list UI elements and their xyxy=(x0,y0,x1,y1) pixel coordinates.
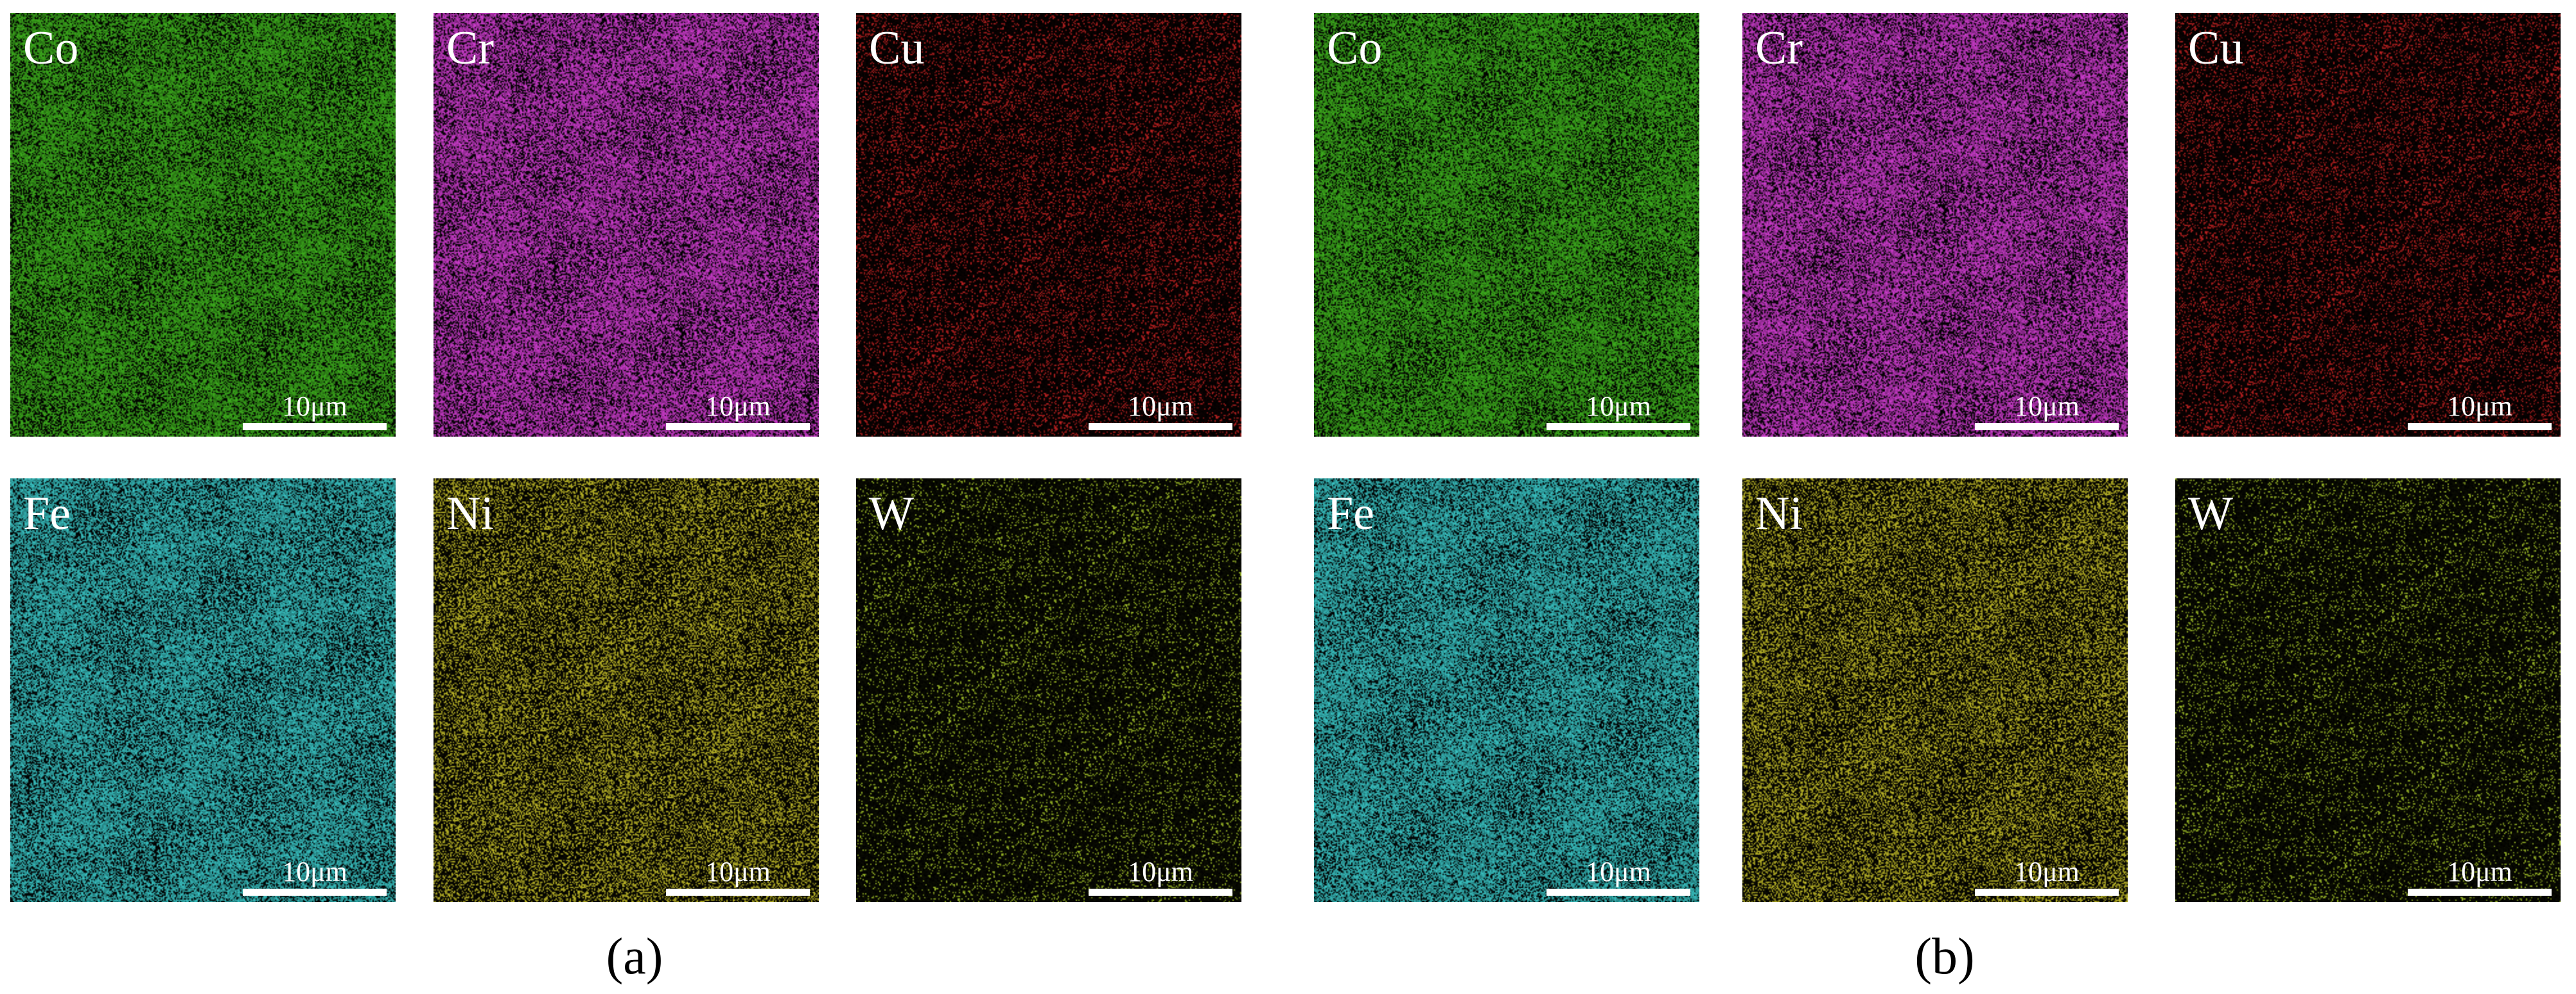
scale-bar: 10μm xyxy=(1089,858,1232,896)
scale-bar-line xyxy=(243,889,387,896)
map-a-fe: Fe 10μm xyxy=(10,478,396,902)
scale-bar-text: 10μm xyxy=(2014,390,2080,422)
scale-bar-text: 10μm xyxy=(2447,856,2512,887)
map-a-w: W 10μm xyxy=(856,478,1241,902)
scale-bar-text: 10μm xyxy=(705,390,771,422)
scale-bar: 10μm xyxy=(666,392,810,430)
map-b-cu: Cu 10μm xyxy=(2175,13,2561,437)
scale-bar: 10μm xyxy=(243,392,387,430)
scale-bar-text: 10μm xyxy=(1128,390,1193,422)
scale-bar: 10μm xyxy=(1089,392,1232,430)
map-a-cu-image xyxy=(856,13,1241,437)
scale-bar-line xyxy=(666,889,810,896)
scale-bar-text: 10μm xyxy=(2014,856,2080,887)
scale-bar-line xyxy=(666,423,810,430)
map-a-w-image xyxy=(856,478,1241,902)
map-a-ni: Ni 10μm xyxy=(434,478,819,902)
element-label: W xyxy=(869,487,914,540)
scale-bar-line xyxy=(1089,423,1232,430)
map-b-co: Co 10μm xyxy=(1314,13,1699,437)
scale-bar: 10μm xyxy=(666,858,810,896)
map-a-ni-image xyxy=(434,478,819,902)
scale-bar-line xyxy=(1089,889,1232,896)
map-b-cu-image xyxy=(2175,13,2561,437)
scale-bar-line xyxy=(1546,889,1690,896)
map-b-cr: Cr 10μm xyxy=(1742,13,2128,437)
scale-bar: 10μm xyxy=(243,858,387,896)
element-label: Cu xyxy=(869,22,925,74)
scale-bar-line xyxy=(1975,889,2119,896)
map-b-ni: Ni 10μm xyxy=(1742,478,2128,902)
scale-bar: 10μm xyxy=(2408,392,2552,430)
element-label: Fe xyxy=(23,487,71,540)
scale-bar: 10μm xyxy=(1546,392,1690,430)
scale-bar-text: 10μm xyxy=(1586,390,1651,422)
scale-bar-text: 10μm xyxy=(705,856,771,887)
scale-bar: 10μm xyxy=(1546,858,1690,896)
scale-bar-line xyxy=(243,423,387,430)
scale-bar-line xyxy=(1546,423,1690,430)
scale-bar-line xyxy=(2408,423,2552,430)
map-a-fe-image xyxy=(10,478,396,902)
scale-bar: 10μm xyxy=(1975,858,2119,896)
figure-label-b: (b) xyxy=(1914,929,1975,985)
element-label: Ni xyxy=(1755,487,1803,540)
map-a-cr-image xyxy=(434,13,819,437)
element-label: W xyxy=(2188,487,2233,540)
scale-bar-text: 10μm xyxy=(282,390,347,422)
element-label: Co xyxy=(1327,22,1383,74)
scale-bar-text: 10μm xyxy=(1128,856,1193,887)
scale-bar-line xyxy=(2408,889,2552,896)
scale-bar-text: 10μm xyxy=(2447,390,2512,422)
map-b-fe-image xyxy=(1314,478,1699,902)
map-a-cr: Cr 10μm xyxy=(434,13,819,437)
map-b-fe: Fe 10μm xyxy=(1314,478,1699,902)
map-b-ni-image xyxy=(1742,478,2128,902)
element-label: Cu xyxy=(2188,22,2244,74)
map-a-co-image xyxy=(10,13,396,437)
map-b-w: W 10μm xyxy=(2175,478,2561,902)
scale-bar-text: 10μm xyxy=(1586,856,1651,887)
element-label: Ni xyxy=(446,487,494,540)
figure-label-a: (a) xyxy=(606,929,663,985)
scale-bar: 10μm xyxy=(1975,392,2119,430)
map-b-cr-image xyxy=(1742,13,2128,437)
map-b-co-image xyxy=(1314,13,1699,437)
scale-bar-text: 10μm xyxy=(282,856,347,887)
map-a-cu: Cu 10μm xyxy=(856,13,1241,437)
map-b-w-image xyxy=(2175,478,2561,902)
map-a-co: Co 10μm xyxy=(10,13,396,437)
element-label: Co xyxy=(23,22,79,74)
element-label: Cr xyxy=(446,22,494,74)
element-label: Fe xyxy=(1327,487,1374,540)
scale-bar: 10μm xyxy=(2408,858,2552,896)
element-label: Cr xyxy=(1755,22,1803,74)
scale-bar-line xyxy=(1975,423,2119,430)
